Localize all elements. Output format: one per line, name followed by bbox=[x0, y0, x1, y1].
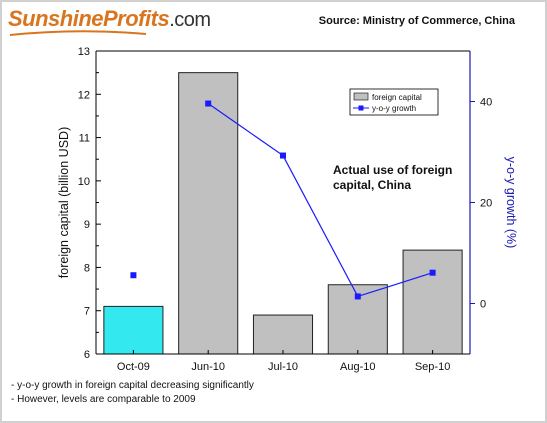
bar bbox=[402, 249, 463, 355]
x-tick-label: Oct-09 bbox=[117, 361, 150, 373]
y-tick-label: 6 bbox=[84, 349, 90, 361]
y-axis-title: foreign capital (billion USD) bbox=[57, 127, 71, 278]
y2-tick-label: 0 bbox=[480, 299, 486, 311]
growth-line bbox=[207, 103, 433, 298]
legend-point-swatch bbox=[358, 105, 364, 111]
note-line: - y-o-y growth in foreign capital decrea… bbox=[11, 380, 254, 391]
y-tick-label: 7 bbox=[84, 306, 90, 318]
growth-point bbox=[130, 272, 137, 279]
note-line: - However, levels are comparable to 2009 bbox=[11, 394, 196, 405]
bar bbox=[252, 314, 314, 355]
y2-axis-title: y-o-y growth (%) bbox=[504, 157, 518, 249]
x-tick-label: Sep-10 bbox=[415, 361, 450, 373]
chart-annotation-line: Actual use of foreign bbox=[333, 163, 452, 177]
legend-bar-swatch bbox=[353, 92, 369, 101]
bar bbox=[103, 305, 164, 355]
growth-point bbox=[429, 269, 436, 276]
x-tick-label: Aug-10 bbox=[340, 361, 375, 373]
logo-tld: .com bbox=[169, 9, 211, 31]
growth-point bbox=[354, 293, 361, 300]
logo-swoosh-icon bbox=[9, 30, 147, 36]
y-tick-label: 9 bbox=[84, 219, 90, 231]
y-tick-label: 11 bbox=[79, 133, 90, 145]
y-tick-label: 8 bbox=[84, 262, 90, 274]
growth-point bbox=[205, 100, 212, 107]
growth-point bbox=[280, 152, 286, 159]
x-tick-label: Jun-10 bbox=[191, 361, 225, 373]
y2-tick-label: 40 bbox=[480, 97, 492, 109]
y-tick-label: 13 bbox=[78, 46, 90, 58]
y-tick-label: 12 bbox=[78, 89, 90, 101]
logo-brand: SunshineProfits bbox=[8, 6, 170, 31]
legend-label: y-o-y growth bbox=[372, 104, 416, 113]
notes: - y-o-y growth in foreign capital decrea… bbox=[11, 379, 254, 407]
legend-label: foreign capital bbox=[372, 93, 422, 102]
x-tick-label: Jul-10 bbox=[268, 361, 298, 373]
bar bbox=[178, 72, 239, 355]
chart-annotation-line: capital, China bbox=[333, 178, 411, 192]
source-note: Source: Ministry of Commerce, China bbox=[318, 15, 515, 27]
sunshine-profits-logo: SunshineProfits.com bbox=[8, 6, 211, 32]
y2-tick-label: 20 bbox=[480, 198, 492, 210]
y-tick-label: 10 bbox=[78, 176, 90, 188]
